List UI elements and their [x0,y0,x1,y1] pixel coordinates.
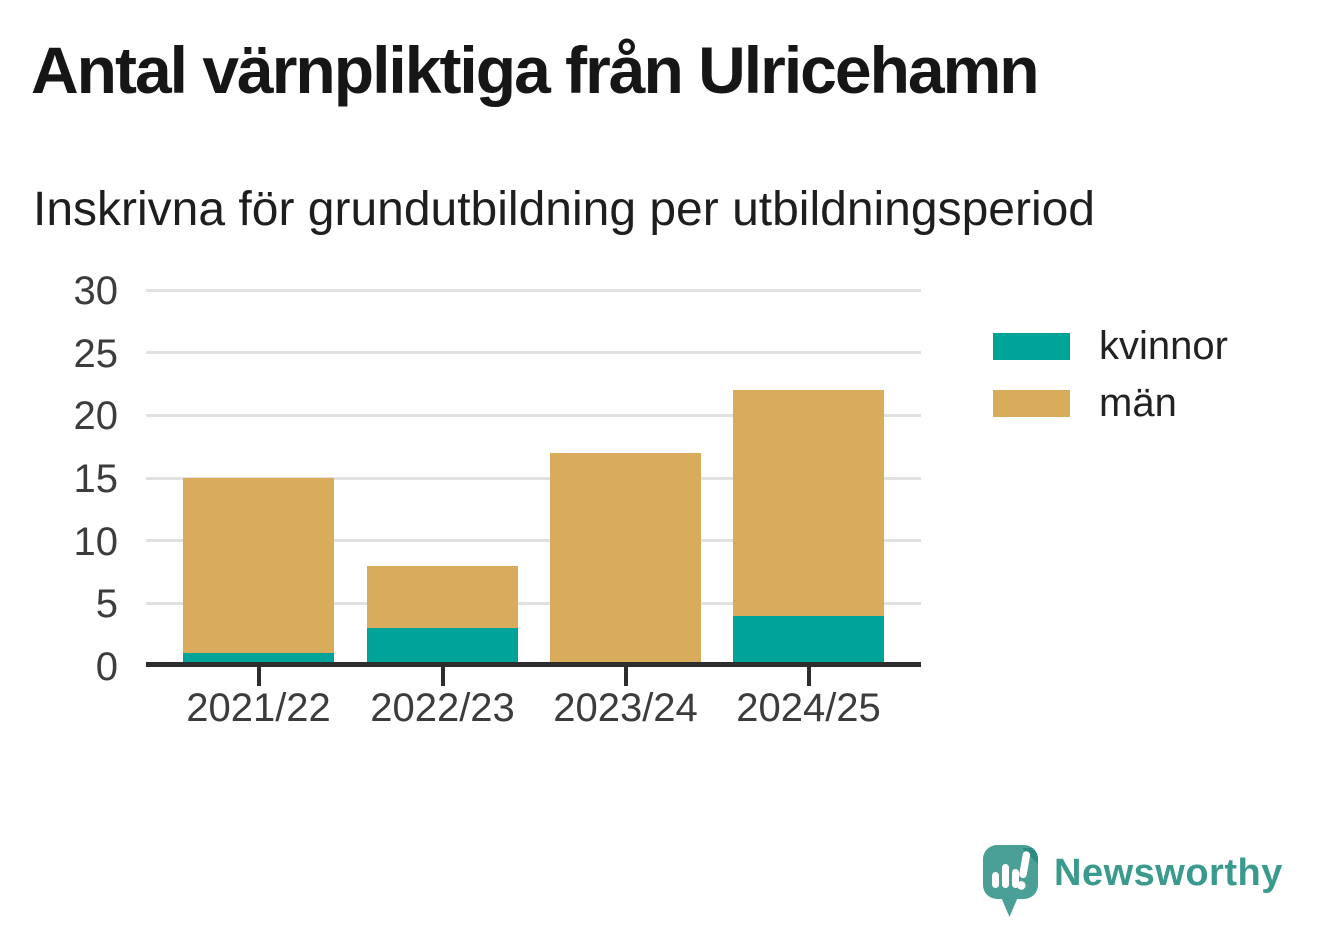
x-axis-tick-2023-24 [623,667,628,686]
y-tick-label-15: 15 [73,457,119,501]
x-axis-line [146,662,921,667]
y-tick-label-25: 25 [73,331,119,376]
gridline-15 [146,476,921,480]
x-tick-label-2024-25: 2024/25 [736,686,881,730]
x-axis-tick-2022-23 [440,667,445,686]
legend-label-män: män [1099,381,1177,425]
gridline-10 [146,539,921,543]
y-tick-label-10: 10 [73,519,119,564]
y-tick-label-20: 20 [73,394,119,439]
gridline-20 [146,413,921,417]
x-axis-tick-2021-22 [256,667,261,686]
legend-swatch-kvinnor [993,333,1070,360]
bar-kvinnor-2024-25 [733,615,884,666]
y-tick-label-0: 0 [95,645,118,689]
chart-title: Antal värnpliktiga från Ulricehamn [31,33,1040,107]
x-axis-tick-2024-25 [806,667,811,686]
bar-män-2024-25 [733,390,884,616]
bar-män-2022-23 [367,565,518,629]
x-tick-label-2021-22: 2021/22 [186,686,331,730]
bar-män-2023-24 [550,452,701,666]
gridline-25 [146,351,921,355]
y-tick-label-5: 5 [95,582,118,627]
newsworthy-logo-icon [982,844,1039,925]
chart-subtitle: Inskrivna för grundutbildning per utbild… [33,183,1095,236]
bar-män-2021-22 [183,478,334,654]
brand-wordmark: Newsworthy [1054,852,1283,894]
y-tick-label-30: 30 [73,269,119,313]
x-tick-label-2022-23: 2022/23 [370,686,515,730]
brand-footer: Newsworthy [982,844,1283,925]
legend-label-kvinnor: kvinnor [1099,324,1228,368]
gridline-5 [146,601,921,605]
gridline-30 [146,288,921,292]
legend-swatch-män [993,390,1070,417]
bar-kvinnor-2022-23 [367,628,518,666]
x-tick-label-2023-24: 2023/24 [553,686,698,730]
